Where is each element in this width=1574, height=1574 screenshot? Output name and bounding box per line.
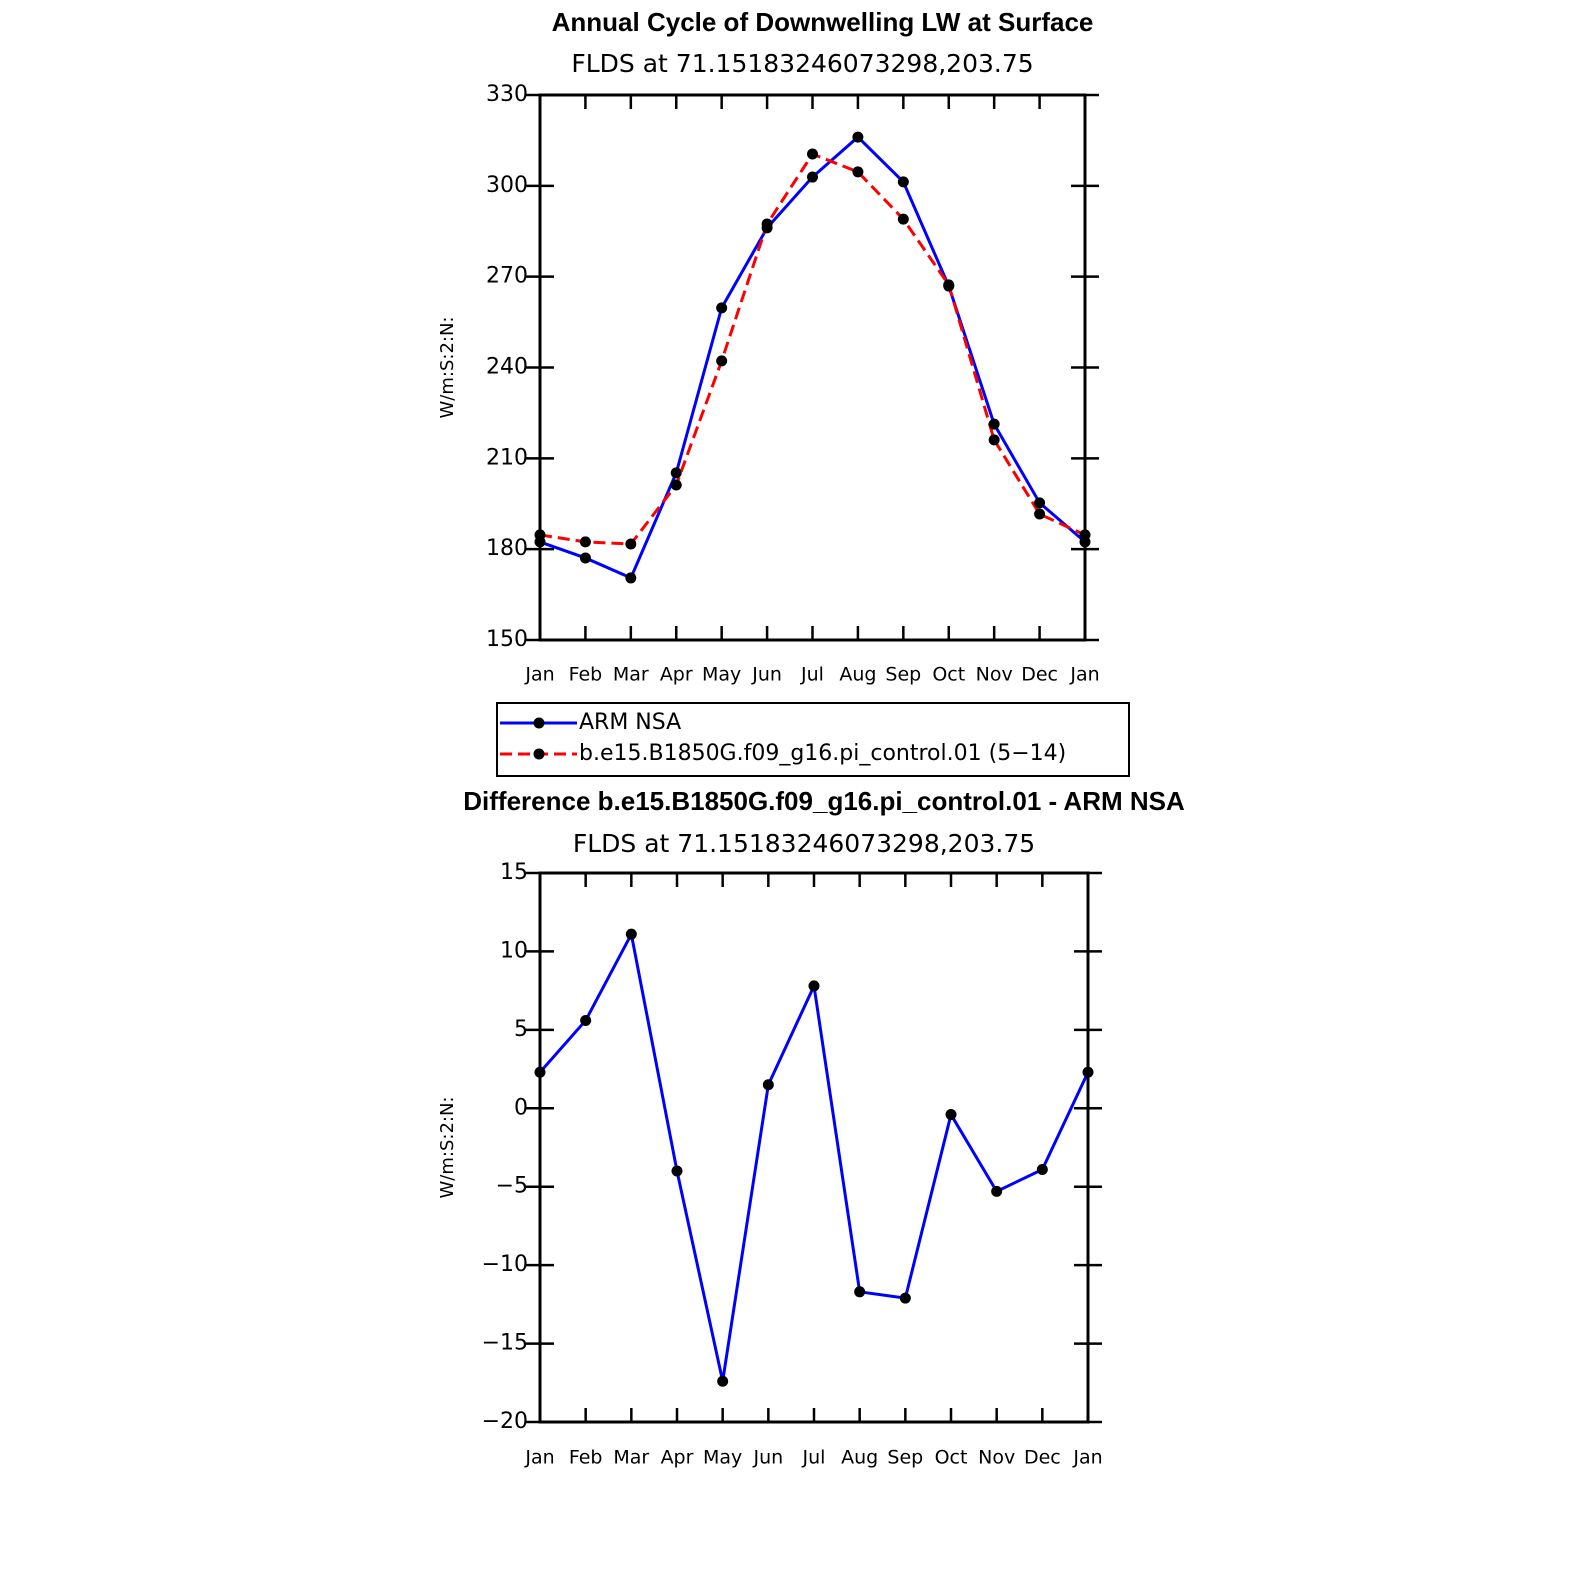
legend-box [496, 702, 1130, 777]
data-point [580, 1014, 592, 1026]
data-point [854, 1286, 866, 1298]
data-point [579, 552, 591, 564]
chart-subtitle: FLDS at 71.15183246073298,203.75 [573, 829, 1035, 858]
chart-subtitle: FLDS at 71.15183246073298,203.75 [571, 49, 1033, 78]
x-tick-label: Feb [569, 664, 603, 686]
legend-label: ARM NSA [579, 710, 681, 735]
data-point [625, 572, 637, 584]
x-tick-label: Nov [976, 664, 1013, 686]
data-point [1036, 1163, 1048, 1175]
data-point [852, 166, 864, 178]
data-point [670, 467, 682, 479]
legend-marker [533, 748, 545, 760]
data-point [1034, 497, 1046, 509]
plot-frame [538, 93, 1087, 642]
data-point [671, 1165, 683, 1177]
y-tick-label: 15 [500, 860, 528, 885]
y-tick-label: 240 [486, 355, 528, 380]
y-tick-label: 330 [486, 82, 528, 107]
x-tick-label: Apr [660, 664, 693, 686]
y-tick-label: −20 [482, 1409, 528, 1434]
y-tick-label: 180 [486, 536, 528, 561]
y-tick-label: 0 [514, 1095, 528, 1120]
series-line [539, 135, 1086, 580]
data-point [1079, 529, 1091, 541]
y-tick-label: 150 [486, 627, 528, 652]
x-tick-label: Feb [569, 1447, 603, 1469]
x-tick-label: Jul [802, 1447, 826, 1469]
data-point [852, 131, 864, 143]
x-tick-label: Aug [841, 1447, 878, 1469]
y-tick-label: −15 [482, 1331, 528, 1356]
x-tick-label: Jun [751, 664, 782, 686]
x-tick-label: Mar [613, 664, 649, 686]
x-tick-label: Jan [524, 1447, 554, 1469]
plot-frame [538, 871, 1090, 1424]
data-point [716, 302, 728, 314]
x-tick-label: Mar [613, 1447, 649, 1469]
data-point [534, 1066, 546, 1078]
data-point [534, 529, 546, 541]
y-tick-label: −10 [482, 1252, 528, 1277]
y-tick-label: 210 [486, 445, 528, 470]
y-tick-label: 270 [486, 264, 528, 289]
y-tick-label: 10 [500, 938, 528, 963]
data-point [991, 1185, 1003, 1197]
y-tick-label: 300 [486, 173, 528, 198]
x-tick-label: Dec [1024, 1447, 1061, 1469]
x-tick-label: Jan [1072, 1447, 1102, 1469]
data-point [717, 1375, 729, 1387]
data-point [899, 1292, 911, 1304]
data-point [716, 355, 728, 367]
data-point [897, 213, 909, 225]
data-point [1082, 1066, 1094, 1078]
legend-label: b.e15.B1850G.f09_g16.pi_control.01 (5−14… [579, 741, 1066, 766]
x-tick-label: Dec [1021, 664, 1058, 686]
x-tick-label: Sep [887, 1447, 923, 1469]
data-point [988, 434, 1000, 446]
x-tick-label: Jul [800, 664, 824, 686]
data-point [670, 479, 682, 491]
data-point [579, 536, 591, 548]
legend-marker [533, 717, 545, 729]
x-tick-label: Jan [1069, 664, 1099, 686]
x-tick-label: Oct [935, 1447, 968, 1469]
data-point [625, 928, 637, 940]
chart-title: Annual Cycle of Downwelling LW at Surfac… [552, 7, 1094, 37]
x-tick-label: Oct [932, 664, 965, 686]
data-point [761, 218, 773, 230]
data-point [625, 538, 637, 550]
y-tick-label: −5 [496, 1174, 528, 1199]
x-tick-label: May [702, 664, 741, 686]
x-tick-label: Aug [839, 664, 876, 686]
data-point [762, 1079, 774, 1091]
x-tick-label: Jun [752, 1447, 783, 1469]
data-point [943, 279, 955, 291]
x-tick-label: Jan [524, 664, 554, 686]
series-line [538, 929, 1090, 1382]
data-point [807, 171, 818, 183]
x-tick-label: May [703, 1447, 742, 1469]
x-tick-label: Sep [885, 664, 921, 686]
data-point [807, 148, 818, 160]
data-point [1034, 508, 1046, 520]
x-tick-label: Nov [978, 1447, 1015, 1469]
series-line [539, 152, 1086, 546]
data-point [808, 980, 820, 992]
x-tick-label: Apr [661, 1447, 694, 1469]
data-point [945, 1109, 957, 1121]
data-point [988, 418, 1000, 430]
data-point [897, 176, 909, 188]
y-tick-label: 5 [514, 1017, 528, 1042]
y-axis-label: W/m:S:2:N: [437, 1097, 458, 1199]
chart-title: Difference b.e15.B1850G.f09_g16.pi_contr… [463, 786, 1185, 816]
y-axis-label: W/m:S:2:N: [437, 317, 458, 419]
